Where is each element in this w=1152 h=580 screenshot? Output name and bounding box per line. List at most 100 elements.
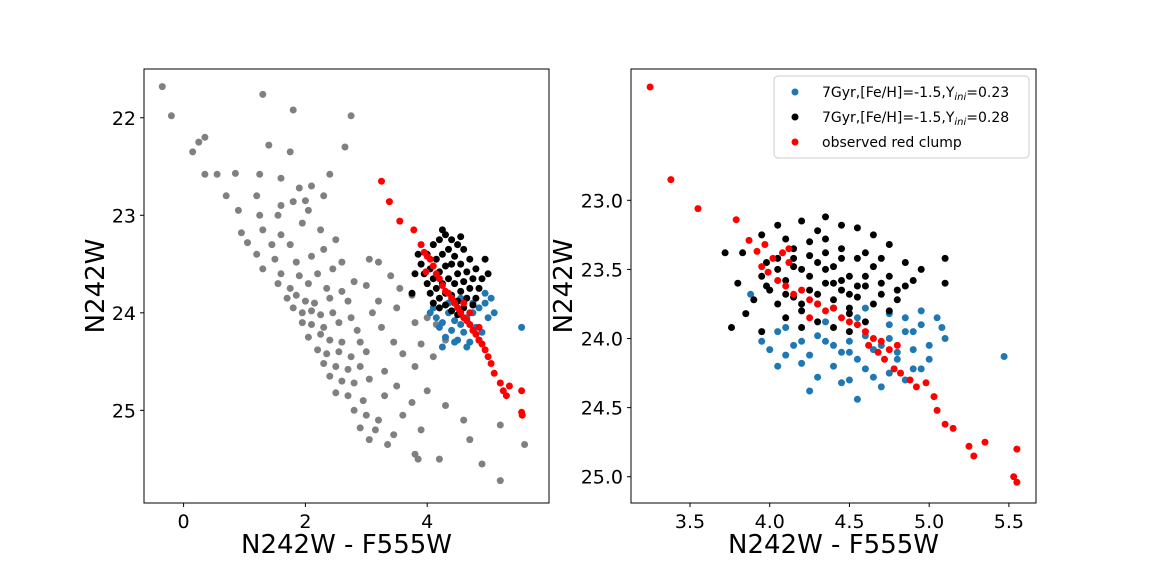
data-point xyxy=(490,309,498,317)
data-point xyxy=(909,346,917,354)
data-point xyxy=(901,282,909,290)
data-point xyxy=(930,393,938,401)
data-point xyxy=(429,299,437,307)
data-point xyxy=(326,336,334,344)
data-point xyxy=(375,416,382,424)
data-point xyxy=(277,174,285,182)
data-point xyxy=(317,330,325,338)
data-point xyxy=(838,314,845,322)
data-point xyxy=(451,338,459,346)
data-point xyxy=(213,170,221,178)
data-point xyxy=(256,170,264,178)
data-point xyxy=(885,272,893,280)
data-point xyxy=(925,355,933,363)
legend-box xyxy=(773,75,1030,159)
data-point xyxy=(466,284,474,292)
data-point xyxy=(301,197,309,205)
data-point xyxy=(338,377,346,385)
data-point xyxy=(814,227,822,235)
x-tick-label: 3.5 xyxy=(675,511,705,533)
data-point xyxy=(466,321,474,328)
data-point xyxy=(438,343,446,351)
data-point xyxy=(861,282,869,290)
data-point xyxy=(941,335,949,342)
series-1 xyxy=(721,213,949,336)
data-point xyxy=(466,309,474,317)
x-tick-label: 4.5 xyxy=(834,511,864,533)
data-point xyxy=(308,252,315,260)
y-axis-label: N242W xyxy=(81,239,111,334)
data-point xyxy=(353,326,361,334)
data-point xyxy=(375,258,382,266)
data-point xyxy=(949,424,957,432)
data-point xyxy=(350,406,358,414)
data-point xyxy=(806,387,814,395)
data-point xyxy=(845,348,853,356)
data-point xyxy=(435,304,443,312)
data-point xyxy=(838,348,845,356)
data-point xyxy=(438,282,446,289)
data-point xyxy=(901,314,909,322)
data-point xyxy=(295,272,303,280)
data-point xyxy=(396,284,404,292)
y-tick-label: 23.0 xyxy=(581,190,623,212)
data-point xyxy=(457,260,465,268)
data-point xyxy=(885,307,893,315)
data-point xyxy=(414,250,422,258)
data-point xyxy=(445,245,452,253)
data-point xyxy=(806,351,814,359)
data-point xyxy=(877,290,885,298)
data-point xyxy=(861,328,869,336)
data-point xyxy=(460,328,468,336)
data-point xyxy=(853,254,861,262)
data-point xyxy=(292,258,300,266)
data-point xyxy=(518,411,526,419)
data-point xyxy=(411,319,419,327)
data-point xyxy=(423,387,431,395)
data-point xyxy=(244,239,251,247)
data-point xyxy=(484,353,492,361)
data-point xyxy=(320,323,328,331)
data-point xyxy=(747,290,755,298)
data-point xyxy=(790,341,798,349)
data-point xyxy=(411,270,419,278)
data-point xyxy=(338,338,346,346)
data-point xyxy=(442,333,449,341)
data-point xyxy=(970,452,978,460)
x-tick-label: 5.0 xyxy=(914,511,944,533)
data-point xyxy=(292,291,300,299)
y-tick-label: 25 xyxy=(112,400,136,422)
data-point xyxy=(877,254,885,262)
data-point xyxy=(830,341,837,349)
data-point xyxy=(753,247,761,255)
series-3 xyxy=(378,177,526,419)
data-point xyxy=(487,360,495,367)
data-point xyxy=(901,328,909,336)
data-point xyxy=(917,365,925,373)
data-point xyxy=(853,355,861,363)
data-point xyxy=(320,245,328,253)
y-tick-label: 24.0 xyxy=(581,329,623,351)
data-point xyxy=(830,304,837,312)
data-point xyxy=(785,259,793,266)
data-point xyxy=(274,280,282,288)
data-point xyxy=(798,307,806,315)
data-point xyxy=(362,411,370,419)
data-point xyxy=(429,353,437,361)
data-point xyxy=(774,328,782,336)
data-point xyxy=(838,277,845,284)
data-point xyxy=(365,436,373,444)
data-point xyxy=(338,258,346,266)
data-point xyxy=(790,290,798,298)
data-point xyxy=(429,304,437,312)
data-point xyxy=(320,360,328,367)
data-point xyxy=(451,317,459,325)
data-point xyxy=(277,202,285,209)
data-point xyxy=(845,337,853,345)
data-point xyxy=(853,224,861,232)
data-point xyxy=(496,477,504,485)
data-point xyxy=(381,392,389,400)
data-point xyxy=(435,236,443,244)
